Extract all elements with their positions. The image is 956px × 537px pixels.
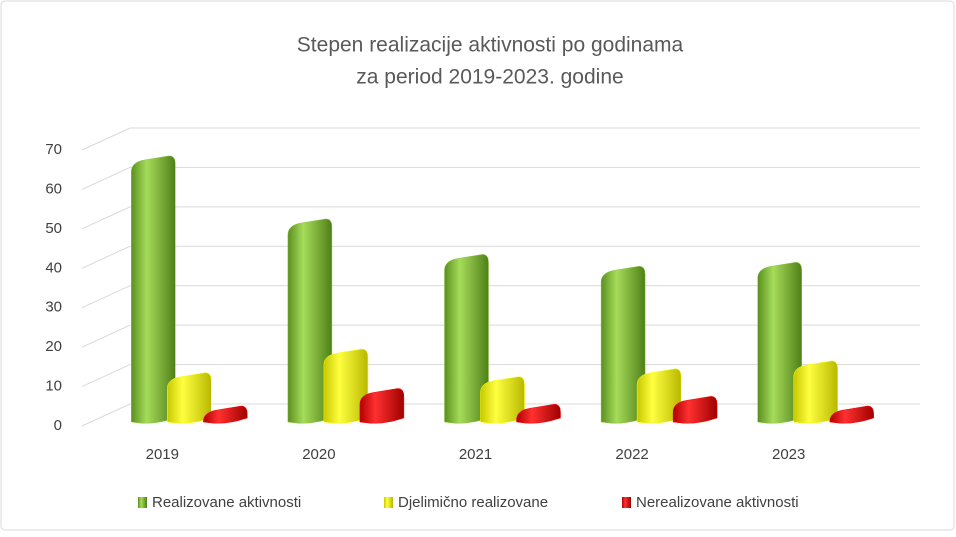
- grid-line: [81, 364, 920, 388]
- bar: [757, 262, 802, 424]
- grid-line: [81, 245, 920, 269]
- chart-title: za period 2019-2023. godine: [356, 66, 623, 89]
- grid-line: [81, 127, 920, 151]
- grid-line: [81, 206, 920, 230]
- y-tick-label: 30: [45, 299, 62, 316]
- bar: [672, 396, 718, 424]
- bar: [167, 372, 212, 424]
- bar: [444, 254, 489, 424]
- bar: [793, 360, 838, 424]
- bar: [203, 405, 248, 424]
- y-tick-label: 70: [45, 141, 62, 158]
- y-tick-label: 60: [45, 180, 62, 197]
- bar: [480, 376, 525, 424]
- x-tick-label: 2021: [459, 446, 492, 463]
- x-tick-label: 2019: [146, 446, 179, 463]
- bar: [636, 368, 682, 424]
- legend-swatch: [384, 497, 393, 508]
- bar: [287, 218, 333, 424]
- grid-line: [81, 285, 920, 309]
- y-tick-label: 0: [54, 417, 62, 434]
- grid-line: [81, 166, 920, 190]
- grid-line: [81, 324, 920, 348]
- x-tick-label: 2023: [772, 446, 805, 463]
- y-tick-label: 50: [45, 220, 62, 237]
- bar: [131, 155, 176, 424]
- y-tick-label: 20: [45, 338, 62, 355]
- x-tick-label: 2022: [615, 446, 648, 463]
- bar: [600, 265, 646, 424]
- bar: [323, 348, 369, 424]
- bar: [516, 403, 561, 424]
- y-tick-label: 10: [45, 378, 62, 395]
- legend-label: Realizovane aktivnosti: [152, 494, 301, 511]
- y-tick-label: 40: [45, 259, 62, 276]
- chart-title: Stepen realizacije aktivnosti po godinam…: [297, 34, 684, 57]
- legend-label: Djelimično realizovane: [398, 494, 548, 511]
- bar: [829, 405, 874, 424]
- x-tick-label: 2020: [302, 446, 335, 463]
- bar: [359, 388, 405, 424]
- legend-label: Nerealizovane aktivnosti: [636, 494, 799, 511]
- legend-swatch: [138, 497, 147, 508]
- legend-swatch: [622, 497, 631, 508]
